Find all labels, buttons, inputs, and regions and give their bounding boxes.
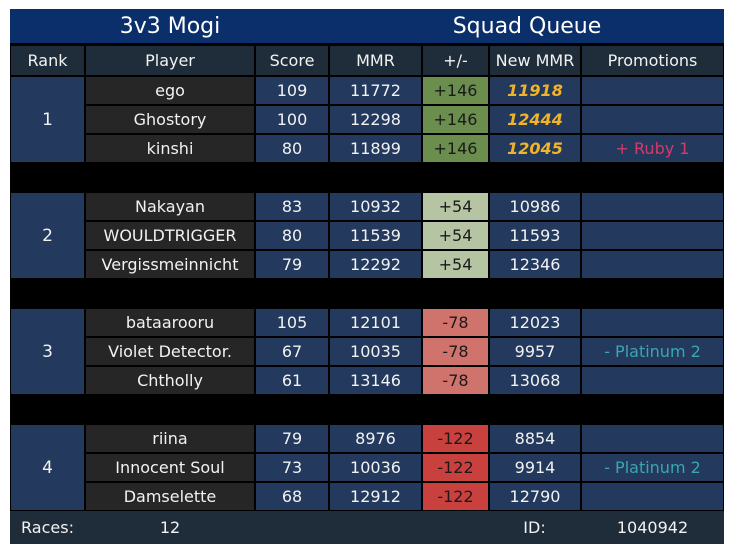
- footer-bar: [10, 511, 724, 544]
- id-value: 1040942: [616, 518, 689, 537]
- cell-new-mmr: 12023: [489, 308, 581, 337]
- cell-mmr-change: +146: [422, 76, 489, 105]
- cell-score: 61: [255, 366, 329, 395]
- cell-player-name: Chtholly: [85, 366, 255, 395]
- cell-promotion: [581, 250, 724, 279]
- cell-promotion: [581, 366, 724, 395]
- cell-promotion: [581, 105, 724, 134]
- cell-score: 80: [255, 221, 329, 250]
- cell-score: 83: [255, 192, 329, 221]
- cell-new-mmr: 12045: [489, 134, 581, 163]
- cell-score: 79: [255, 250, 329, 279]
- cell-new-mmr: 9914: [489, 453, 581, 482]
- cell-mmr-change: -78: [422, 308, 489, 337]
- cell-player-name: ego: [85, 76, 255, 105]
- cell-new-mmr: 8854: [489, 424, 581, 453]
- cell-mmr-change: -122: [422, 453, 489, 482]
- cell-new-mmr: 12346: [489, 250, 581, 279]
- cell-mmr-change: +146: [422, 105, 489, 134]
- team-rank: 2: [10, 192, 85, 279]
- mode-title: 3v3 Mogi: [10, 9, 330, 43]
- cell-mmr: 12912: [329, 482, 422, 511]
- column-header-new-mmr: New MMR: [489, 45, 581, 76]
- cell-new-mmr: 9957: [489, 337, 581, 366]
- cell-mmr-change: -122: [422, 424, 489, 453]
- cell-mmr-change: -78: [422, 337, 489, 366]
- cell-new-mmr: 13068: [489, 366, 581, 395]
- cell-player-name: Violet Detector.: [85, 337, 255, 366]
- races-label: Races:: [21, 518, 74, 537]
- cell-score: 79: [255, 424, 329, 453]
- cell-mmr-change: -122: [422, 482, 489, 511]
- cell-mmr: 10036: [329, 453, 422, 482]
- column-header-score: Score: [255, 45, 329, 76]
- cell-promotion: - Platinum 2: [581, 453, 724, 482]
- column-header-delta: +/-: [422, 45, 489, 76]
- column-header-mmr: MMR: [329, 45, 422, 76]
- id-label: ID:: [523, 518, 546, 537]
- cell-player-name: bataarooru: [85, 308, 255, 337]
- cell-mmr: 8976: [329, 424, 422, 453]
- cell-mmr-change: +54: [422, 221, 489, 250]
- cell-player-name: Ghostory: [85, 105, 255, 134]
- queue-title: Squad Queue: [330, 9, 724, 43]
- cell-player-name: riina: [85, 424, 255, 453]
- cell-promotion: + Ruby 1: [581, 134, 724, 163]
- cell-mmr: 12101: [329, 308, 422, 337]
- cell-player-name: Innocent Soul: [85, 453, 255, 482]
- cell-mmr-change: +146: [422, 134, 489, 163]
- cell-promotion: [581, 192, 724, 221]
- cell-new-mmr: 11918: [489, 76, 581, 105]
- cell-promotion: - Platinum 2: [581, 337, 724, 366]
- cell-new-mmr: 11593: [489, 221, 581, 250]
- races-value: 12: [159, 518, 181, 537]
- cell-mmr: 11539: [329, 221, 422, 250]
- team-rank: 3: [10, 308, 85, 395]
- column-header-player: Player: [85, 45, 255, 76]
- cell-promotion: [581, 424, 724, 453]
- cell-score: 109: [255, 76, 329, 105]
- cell-score: 105: [255, 308, 329, 337]
- cell-score: 73: [255, 453, 329, 482]
- cell-player-name: Vergissmeinnicht: [85, 250, 255, 279]
- cell-player-name: kinshi: [85, 134, 255, 163]
- cell-mmr: 12298: [329, 105, 422, 134]
- cell-promotion: [581, 221, 724, 250]
- cell-score: 68: [255, 482, 329, 511]
- cell-mmr: 11772: [329, 76, 422, 105]
- cell-mmr-change: +54: [422, 192, 489, 221]
- cell-mmr: 11899: [329, 134, 422, 163]
- column-header-rank: Rank: [10, 45, 85, 76]
- cell-player-name: Nakayan: [85, 192, 255, 221]
- cell-new-mmr: 12790: [489, 482, 581, 511]
- cell-player-name: Damselette: [85, 482, 255, 511]
- cell-mmr: 12292: [329, 250, 422, 279]
- cell-mmr-change: +54: [422, 250, 489, 279]
- cell-new-mmr: 10986: [489, 192, 581, 221]
- cell-new-mmr: 12444: [489, 105, 581, 134]
- cell-mmr: 10932: [329, 192, 422, 221]
- cell-mmr: 13146: [329, 366, 422, 395]
- cell-score: 80: [255, 134, 329, 163]
- cell-mmr: 10035: [329, 337, 422, 366]
- team-rank: 1: [10, 76, 85, 163]
- column-header-promotions: Promotions: [581, 45, 724, 76]
- team-rank: 4: [10, 424, 85, 511]
- cell-promotion: [581, 482, 724, 511]
- cell-score: 100: [255, 105, 329, 134]
- cell-promotion: [581, 308, 724, 337]
- cell-promotion: [581, 76, 724, 105]
- cell-player-name: WOULDTRIGGER: [85, 221, 255, 250]
- cell-score: 67: [255, 337, 329, 366]
- results-table: 3v3 Mogi Squad Queue Rank Player Score MMR +…: [10, 9, 724, 544]
- cell-mmr-change: -78: [422, 366, 489, 395]
